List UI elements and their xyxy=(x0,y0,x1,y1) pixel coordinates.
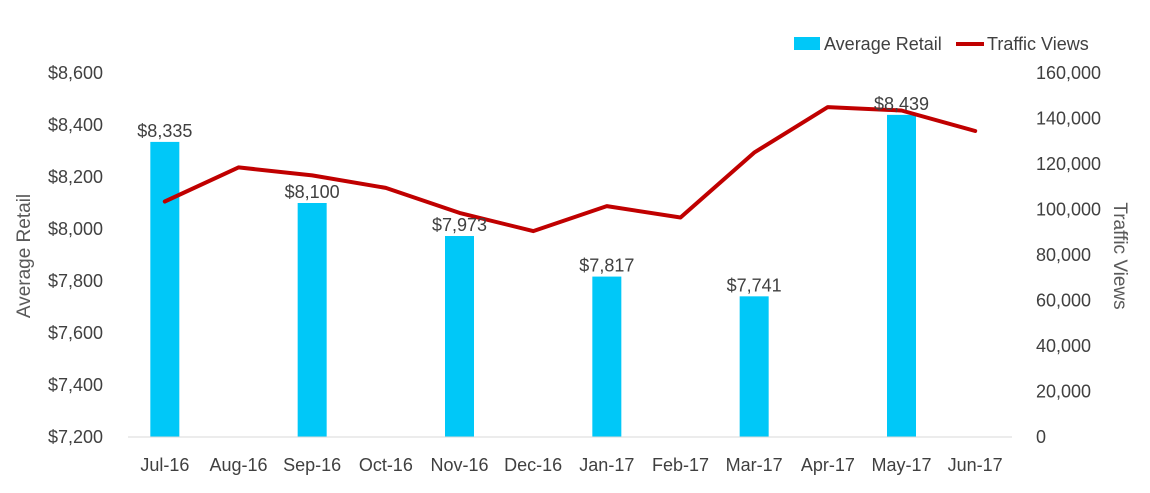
y-tick-left-label: $8,000 xyxy=(48,219,103,239)
y-axis-title-left: Average Retail xyxy=(14,194,35,318)
bar-series-average-retail xyxy=(150,114,916,438)
x-tick-label: Apr-17 xyxy=(801,455,855,475)
x-tick-label: Dec-16 xyxy=(504,455,562,475)
x-tick-label: Jun-17 xyxy=(948,455,1003,475)
x-axis-ticks: Jul-16 Aug-16 Sep-16 Oct-16 Nov-16 Dec-16 Jan-… xyxy=(140,455,1002,475)
traffic-views-line xyxy=(162,105,978,234)
y-tick-right-label: 120,000 xyxy=(1036,154,1101,174)
y-tick-left-label: $7,400 xyxy=(48,375,103,395)
bar-data-label: $8,335 xyxy=(137,121,192,141)
legend-swatch-average-retail xyxy=(794,37,820,50)
y-tick-left-label: $7,800 xyxy=(48,271,103,291)
bar-data-label: $7,741 xyxy=(727,275,782,295)
y-tick-right-label: 0 xyxy=(1036,427,1046,447)
x-tick-label: Jul-16 xyxy=(140,455,189,475)
y-axis-title-right: Traffic Views xyxy=(1109,202,1130,309)
bar xyxy=(739,296,769,437)
bar-data-labels: $8,335 $8,100 $7,973 $7,817 $7,741 $8,439 xyxy=(137,94,929,295)
line-series-traffic-views xyxy=(162,105,978,234)
y-tick-left-label: $8,400 xyxy=(48,115,103,135)
x-tick-label: Aug-16 xyxy=(209,455,267,475)
bar-data-label: $7,973 xyxy=(432,215,487,235)
y-tick-right-label: 20,000 xyxy=(1036,382,1091,402)
bar-data-label: $8,100 xyxy=(285,182,340,202)
y-tick-right-label: 140,000 xyxy=(1036,109,1101,129)
bar xyxy=(150,141,180,437)
x-tick-label: Mar-17 xyxy=(726,455,783,475)
bar xyxy=(297,203,327,437)
x-tick-label: May-17 xyxy=(871,455,931,475)
bar-data-label: $7,817 xyxy=(579,256,634,276)
legend: Average Retail Traffic Views xyxy=(794,34,1089,54)
y-tick-right-label: 60,000 xyxy=(1036,291,1091,311)
y-tick-right-label: 160,000 xyxy=(1036,63,1101,83)
y-tick-right-label: 80,000 xyxy=(1036,245,1091,265)
y-tick-left-label: $8,600 xyxy=(48,63,103,83)
legend-label-average-retail: Average Retail xyxy=(824,34,942,54)
y-tick-right-label: 100,000 xyxy=(1036,200,1101,220)
x-tick-label: Sep-16 xyxy=(283,455,341,475)
x-tick-label: Nov-16 xyxy=(430,455,488,475)
y-tick-left-label: $7,600 xyxy=(48,323,103,343)
bar-data-label: $8,439 xyxy=(874,94,929,114)
y-axis-right-ticks: 0 20,000 40,000 60,000 80,000 100,000 120,000 1… xyxy=(1036,63,1101,447)
bar xyxy=(887,114,916,438)
bar xyxy=(445,236,474,437)
y-tick-right-label: 40,000 xyxy=(1036,336,1091,356)
y-axis-left-ticks: $7,200 $7,400 $7,600 $7,800 $8,000 $8,200 $8,4… xyxy=(48,63,103,447)
legend-label-traffic-views: Traffic Views xyxy=(987,34,1089,54)
bar xyxy=(592,276,622,437)
x-tick-label: Jan-17 xyxy=(579,455,634,475)
x-tick-label: Oct-16 xyxy=(359,455,413,475)
y-tick-left-label: $7,200 xyxy=(48,427,103,447)
y-tick-left-label: $8,200 xyxy=(48,167,103,187)
x-tick-label: Feb-17 xyxy=(652,455,709,475)
